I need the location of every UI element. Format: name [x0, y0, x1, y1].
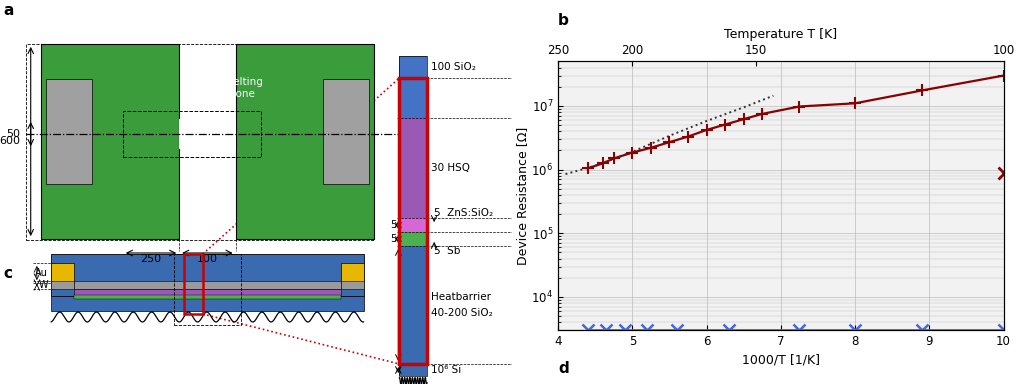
Bar	[74, 281, 341, 289]
Bar	[51, 263, 74, 283]
Text: 100 SiO₂: 100 SiO₂	[431, 62, 476, 72]
Text: 100: 100	[197, 254, 218, 264]
Bar	[399, 78, 427, 118]
Bar	[399, 364, 427, 376]
Text: 30 HSQ: 30 HSQ	[431, 163, 470, 173]
Text: 250: 250	[140, 254, 162, 264]
Text: melting
zone: melting zone	[210, 78, 263, 131]
Bar	[399, 78, 427, 364]
Bar	[46, 79, 92, 184]
Y-axis label: Device Resistance [Ω]: Device Resistance [Ω]	[516, 127, 528, 265]
Text: 5: 5	[390, 234, 396, 244]
Bar	[123, 111, 261, 157]
Bar	[51, 281, 74, 289]
Bar	[341, 263, 364, 283]
Bar	[174, 254, 241, 325]
Bar	[179, 119, 236, 149]
Bar	[51, 296, 364, 311]
Bar	[399, 118, 427, 218]
Bar	[399, 56, 427, 78]
Bar	[341, 281, 364, 289]
Bar	[74, 289, 341, 295]
X-axis label: 1000/T [1/K]: 1000/T [1/K]	[741, 354, 820, 367]
Bar	[399, 56, 427, 376]
Text: W: W	[39, 280, 48, 290]
Bar	[323, 79, 369, 184]
Bar	[399, 246, 427, 364]
Text: 10⁶ Si: 10⁶ Si	[431, 365, 462, 375]
Text: 5  Sb: 5 Sb	[434, 246, 461, 256]
Bar	[236, 44, 374, 239]
Bar	[399, 218, 427, 232]
Text: Heatbarrier: Heatbarrier	[431, 292, 492, 302]
Text: 50: 50	[6, 129, 20, 139]
Bar	[51, 254, 364, 296]
Text: 600: 600	[0, 136, 20, 147]
Bar	[184, 254, 203, 314]
Text: 40-200 SiO₂: 40-200 SiO₂	[431, 308, 493, 318]
Text: 5: 5	[390, 220, 396, 230]
Text: c: c	[3, 266, 12, 281]
Text: 5  ZnS:SiO₂: 5 ZnS:SiO₂	[434, 208, 494, 218]
Bar	[74, 295, 341, 299]
Text: b: b	[558, 13, 569, 28]
Text: Au: Au	[35, 268, 48, 278]
Bar	[26, 44, 374, 240]
Text: d: d	[558, 361, 568, 376]
Bar	[41, 44, 179, 239]
X-axis label: Temperature T [K]: Temperature T [K]	[724, 28, 838, 41]
Bar	[399, 232, 427, 246]
Text: a: a	[3, 3, 13, 18]
